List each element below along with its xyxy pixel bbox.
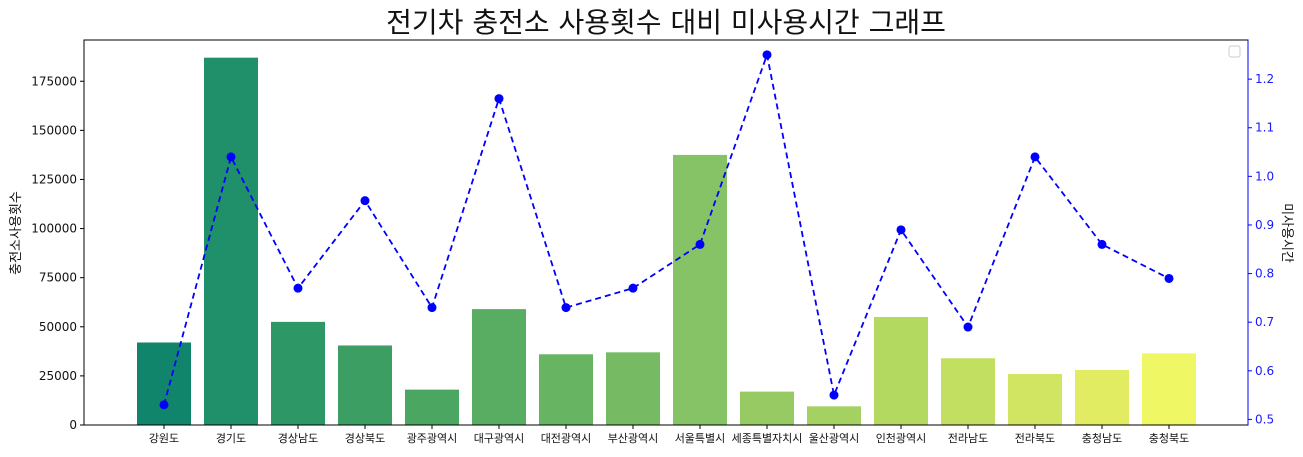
y-right-tick-label: 1.1 bbox=[1255, 121, 1274, 135]
bar bbox=[338, 345, 392, 425]
x-tick-label: 경상남도 bbox=[278, 432, 318, 445]
line-point bbox=[1164, 273, 1174, 283]
x-tick-label: 강원도 bbox=[149, 432, 179, 445]
bar bbox=[606, 352, 660, 425]
line-point bbox=[829, 390, 839, 400]
x-tick-label: 대전광역시 bbox=[541, 432, 592, 445]
line-point bbox=[762, 50, 772, 60]
line-point bbox=[896, 225, 906, 235]
bar bbox=[1008, 373, 1062, 425]
chart-title: 전기차 충전소 사용횟수 대비 미사용시간 그래프 bbox=[386, 6, 946, 39]
tick-labels: 0 25000 50000 75000 100000 125000 150000 175000… bbox=[31, 72, 1274, 445]
y-left-tick-label: 175000 bbox=[31, 74, 77, 88]
bar bbox=[204, 57, 258, 426]
bar bbox=[1075, 370, 1129, 425]
x-tick-label: 전라남도 bbox=[948, 432, 988, 445]
line-point bbox=[293, 283, 303, 293]
x-tick-label: 충청북도 bbox=[1149, 432, 1189, 445]
line-point bbox=[695, 239, 705, 249]
line-point bbox=[427, 303, 437, 313]
x-tick-label: 대구광역시 bbox=[474, 432, 525, 445]
line-point bbox=[1097, 239, 1107, 249]
line-point bbox=[226, 152, 236, 162]
line-series bbox=[159, 50, 1174, 410]
y-right-tick-label: 0.6 bbox=[1255, 364, 1274, 378]
line-point bbox=[561, 303, 571, 313]
y-left-tick-label: 75000 bbox=[39, 271, 77, 285]
bar bbox=[1142, 353, 1196, 425]
x-tick-label: 광주광역시 bbox=[407, 432, 458, 445]
y-axis-right-label: 미사용시간 bbox=[1279, 203, 1294, 263]
line-point bbox=[159, 400, 169, 410]
x-tick-label: 전라북도 bbox=[1015, 432, 1055, 445]
axes bbox=[83, 39, 1249, 426]
x-tick-label: 경기도 bbox=[216, 432, 246, 445]
y-right-tick-label: 0.9 bbox=[1255, 218, 1274, 232]
line-point bbox=[628, 283, 638, 293]
line-point bbox=[360, 196, 370, 206]
bar bbox=[472, 309, 526, 425]
bar bbox=[137, 342, 191, 425]
y-left-tick-label: 150000 bbox=[31, 123, 77, 137]
bar bbox=[673, 154, 727, 426]
line-path bbox=[163, 51, 1170, 406]
x-tick-label: 부산광역시 bbox=[608, 432, 659, 445]
y-right-tick-label: 1.2 bbox=[1255, 72, 1274, 86]
plot-frame bbox=[83, 39, 1249, 426]
y-left-tick-label: 25000 bbox=[39, 369, 77, 383]
bar bbox=[807, 406, 861, 425]
bar bbox=[405, 389, 459, 425]
line-point bbox=[963, 322, 973, 332]
y-left-tick-label: 125000 bbox=[31, 172, 77, 186]
bar bbox=[874, 316, 928, 425]
x-tick-label: 울산광역시 bbox=[809, 432, 860, 445]
line-point bbox=[1030, 152, 1040, 162]
y-right-tick-label: 0.5 bbox=[1255, 412, 1274, 426]
y-left-tick-label: 50000 bbox=[39, 320, 77, 334]
bar bbox=[539, 354, 593, 425]
y-axis-left-label: 충전소사용횟수 bbox=[9, 191, 24, 275]
legend-box bbox=[1228, 45, 1241, 58]
bar-series bbox=[137, 57, 1196, 426]
y-right-tick-label: 0.7 bbox=[1255, 315, 1274, 329]
bar bbox=[941, 358, 995, 425]
y-right-tick-label: 1.0 bbox=[1255, 169, 1274, 183]
bar bbox=[740, 391, 794, 425]
x-tick-label: 충청남도 bbox=[1082, 432, 1122, 445]
bar bbox=[271, 321, 325, 425]
line-point bbox=[494, 94, 504, 104]
x-tick-label: 서울특별시 bbox=[675, 432, 726, 445]
x-tick-label: 세종특별자치시 bbox=[732, 432, 803, 445]
x-tick-label: 경상북도 bbox=[345, 432, 385, 445]
y-right-tick-label: 0.8 bbox=[1255, 267, 1274, 281]
y-left-tick-label: 100000 bbox=[31, 222, 77, 236]
y-left-tick-label: 0 bbox=[69, 418, 77, 432]
x-tick-label: 인천광역시 bbox=[876, 431, 927, 445]
